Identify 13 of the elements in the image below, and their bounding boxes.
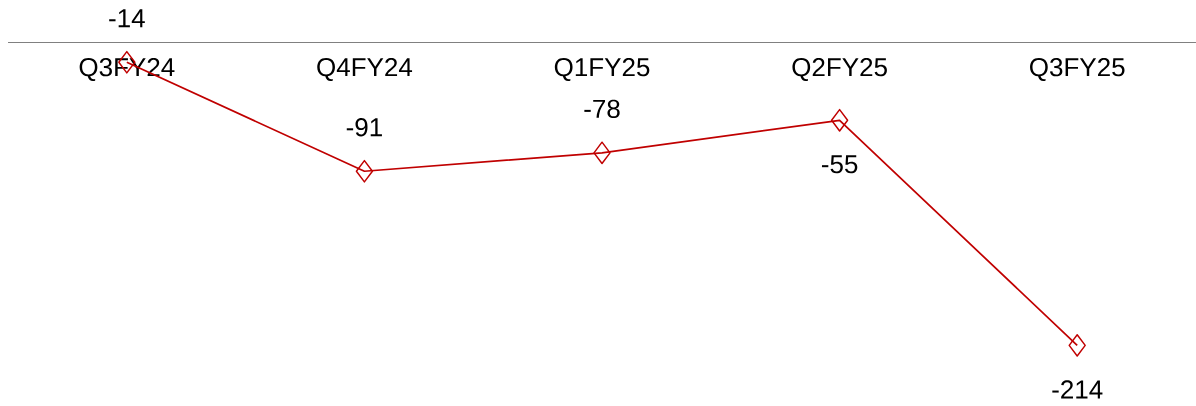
data-label: -214: [1052, 380, 1103, 399]
data-label: -14: [109, 9, 145, 28]
point: [355, 159, 374, 183]
point: [1068, 333, 1086, 357]
x-tick-label: Q3FY25: [1030, 57, 1125, 82]
data-label: -78: [584, 99, 620, 119]
x-tick-label: Q4FY24: [317, 57, 413, 82]
point: [830, 108, 849, 132]
data-label: -91: [346, 118, 382, 137]
data-label: -55: [821, 155, 858, 174]
point: [593, 141, 611, 165]
x-tick-label: Q2FY25: [792, 57, 887, 82]
x-tick-label: Q1FY25: [554, 57, 650, 82]
